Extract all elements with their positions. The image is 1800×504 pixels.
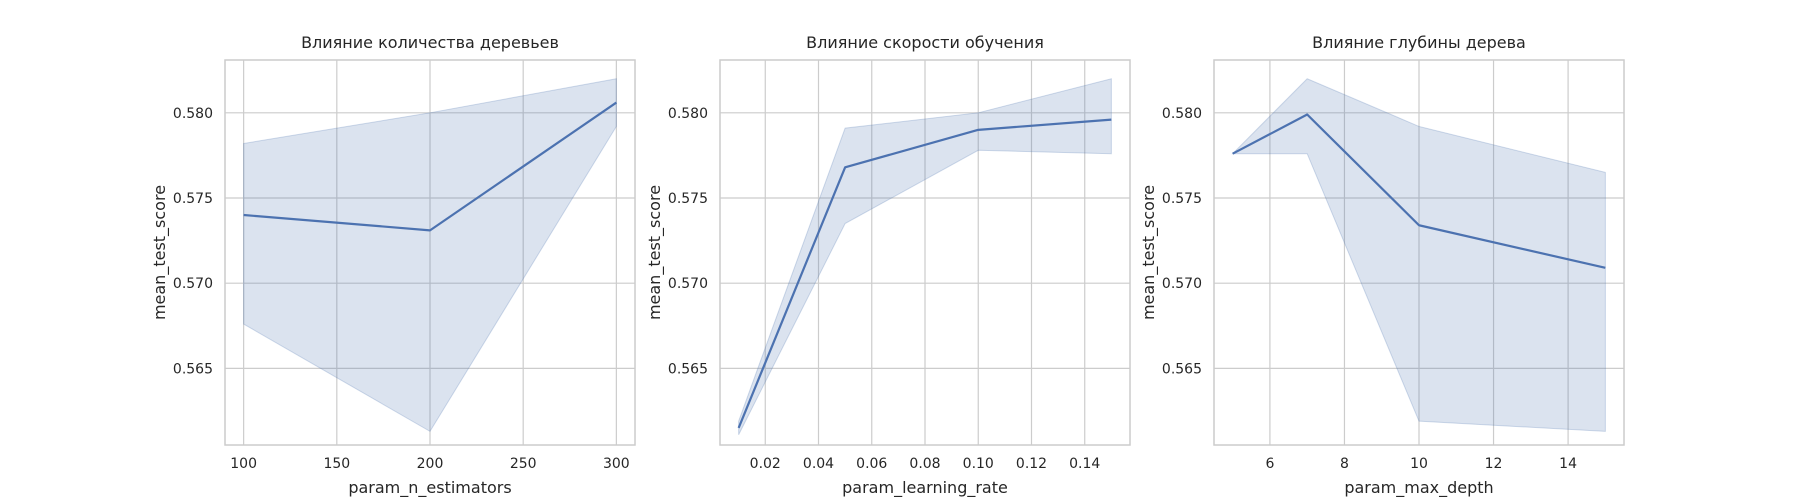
x-tick-label: 0.12	[1016, 456, 1047, 472]
x-tick-label: 8	[1340, 456, 1349, 472]
x-axis-label: param_max_depth	[1344, 478, 1493, 498]
x-tick-label: 0.08	[909, 456, 940, 472]
series-line	[1232, 113, 1606, 269]
x-tick-label: 12	[1485, 456, 1503, 472]
series-line	[243, 101, 617, 232]
plot-frame	[719, 59, 1131, 446]
x-tick-label: 200	[417, 456, 444, 472]
chart-panel-1: 100 150 200 250 300 0.565 0.570 0.575 0.580 Влиян…	[150, 33, 636, 498]
y-axis-label: mean_test_score	[150, 185, 170, 320]
chart-panel-3: 6 8 10 12 14 0.565 0.570 0.575 0.580 Влияние глуб…	[1139, 33, 1625, 498]
x-axis-label: param_n_estimators	[348, 478, 511, 498]
x-axis-label: param_learning_rate	[842, 478, 1008, 498]
x-tick-label: 10	[1410, 456, 1428, 472]
x-tick-label: 0.06	[856, 456, 887, 472]
y-tick-label: 0.570	[668, 276, 708, 292]
y-tick-label: 0.575	[1162, 191, 1202, 207]
y-axis-label: mean_test_score	[645, 185, 665, 320]
y-tick-label: 0.575	[668, 191, 708, 207]
y-tick-label: 0.565	[173, 361, 213, 377]
x-tick-label: 6	[1265, 456, 1274, 472]
chart-title: Влияние скорости обучения	[806, 33, 1044, 52]
series-line	[737, 118, 1112, 429]
x-tick-label: 150	[323, 456, 350, 472]
x-tick-label: 100	[230, 456, 257, 472]
y-axis-label: mean_test_score	[1139, 185, 1159, 320]
x-tick-label: 14	[1559, 456, 1577, 472]
chart-title: Влияние глубины дерева	[1312, 33, 1526, 52]
y-tick-label: 0.565	[668, 361, 708, 377]
x-tick-label: 0.04	[803, 456, 834, 472]
y-tick-label: 0.570	[1162, 276, 1202, 292]
plot-frame	[224, 59, 636, 446]
x-tick-label: 0.10	[963, 456, 994, 472]
confidence-band	[1231, 78, 1606, 432]
y-tick-label: 0.580	[668, 106, 708, 122]
confidence-band	[738, 78, 1112, 436]
x-tick-label: 0.02	[750, 456, 781, 472]
x-tick-label: 250	[510, 456, 537, 472]
y-tick-label: 0.575	[173, 191, 213, 207]
plot-frame	[1213, 59, 1625, 446]
x-tick-label: 0.14	[1069, 456, 1100, 472]
y-tick-label: 0.580	[1162, 106, 1202, 122]
chart-title: Влияние количества деревьев	[301, 33, 559, 52]
y-tick-label: 0.570	[173, 276, 213, 292]
y-tick-label: 0.565	[1162, 361, 1202, 377]
x-tick-label: 300	[603, 456, 630, 472]
chart-panel-2: 0.02 0.04 0.06 0.08 0.10 0.12 0.14 0.565 0.570 0.…	[645, 33, 1131, 498]
confidence-band	[243, 78, 617, 433]
y-tick-label: 0.580	[173, 106, 213, 122]
